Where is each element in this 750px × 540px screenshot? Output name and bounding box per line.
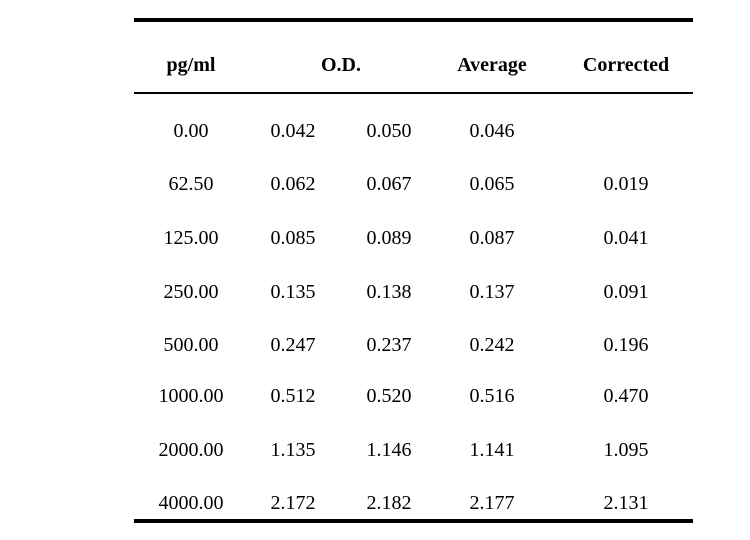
cell-od-1: 0.062	[270, 173, 316, 195]
table-header-rule	[134, 92, 693, 94]
cell-corrected: 2.131	[603, 492, 649, 514]
table-row: 62.50 0.062 0.067 0.065 0.019	[0, 169, 750, 199]
cell-corrected: 0.041	[603, 227, 649, 249]
cell-average: 0.137	[469, 281, 515, 303]
cell-od-1: 0.512	[270, 385, 316, 407]
table-top-rule	[134, 18, 693, 22]
table-row: 500.00 0.247 0.237 0.242 0.196	[0, 330, 750, 360]
cell-average: 1.141	[469, 439, 515, 461]
cell-corrected	[560, 116, 692, 146]
cell-od-1: 0.135	[270, 281, 316, 303]
cell-od-1: 0.247	[270, 334, 316, 356]
cell-concentration: 0.00	[173, 120, 209, 142]
cell-od-2: 0.237	[366, 334, 412, 356]
header-corrected: Corrected	[582, 54, 670, 76]
cell-concentration: 62.50	[168, 173, 214, 195]
cell-od-1: 2.172	[270, 492, 316, 514]
header-od: O.D.	[321, 54, 361, 76]
cell-od-2: 0.089	[366, 227, 412, 249]
cell-concentration: 2000.00	[158, 439, 224, 461]
header-average: Average	[457, 54, 527, 76]
cell-corrected: 1.095	[603, 439, 649, 461]
cell-od-2: 2.182	[366, 492, 412, 514]
cell-average: 0.065	[469, 173, 515, 195]
cell-od-2: 1.146	[366, 439, 412, 461]
cell-corrected: 0.019	[603, 173, 649, 195]
cell-concentration: 4000.00	[158, 492, 224, 514]
cell-average: 0.046	[469, 120, 515, 142]
cell-average: 2.177	[469, 492, 515, 514]
cell-concentration: 1000.00	[158, 385, 224, 407]
table-row: 125.00 0.085 0.089 0.087 0.041	[0, 223, 750, 253]
cell-average: 0.087	[469, 227, 515, 249]
cell-average: 0.516	[469, 385, 515, 407]
table-row: 250.00 0.135 0.138 0.137 0.091	[0, 277, 750, 307]
cell-corrected: 0.470	[603, 385, 649, 407]
table-header-row: pg/ml O.D. Average Corrected	[0, 50, 750, 80]
cell-concentration: 500.00	[163, 334, 219, 356]
cell-average: 0.242	[469, 334, 515, 356]
table-row: 2000.00 1.135 1.146 1.141 1.095	[0, 435, 750, 465]
table-row: 0.00 0.042 0.050 0.046	[0, 116, 750, 146]
cell-concentration: 250.00	[163, 281, 219, 303]
cell-od-2: 0.520	[366, 385, 412, 407]
table-bottom-rule	[134, 519, 693, 523]
cell-od-2: 0.067	[366, 173, 412, 195]
cell-od-1: 1.135	[270, 439, 316, 461]
cell-corrected: 0.196	[603, 334, 649, 356]
header-concentration: pg/ml	[166, 54, 216, 76]
cell-od-1: 0.085	[270, 227, 316, 249]
cell-od-1: 0.042	[270, 120, 316, 142]
table-row: 4000.00 2.172 2.182 2.177 2.131	[0, 488, 750, 518]
cell-corrected: 0.091	[603, 281, 649, 303]
table-row: 1000.00 0.512 0.520 0.516 0.470	[0, 381, 750, 411]
cell-od-2: 0.050	[366, 120, 412, 142]
cell-concentration: 125.00	[163, 227, 219, 249]
cell-od-2: 0.138	[366, 281, 412, 303]
